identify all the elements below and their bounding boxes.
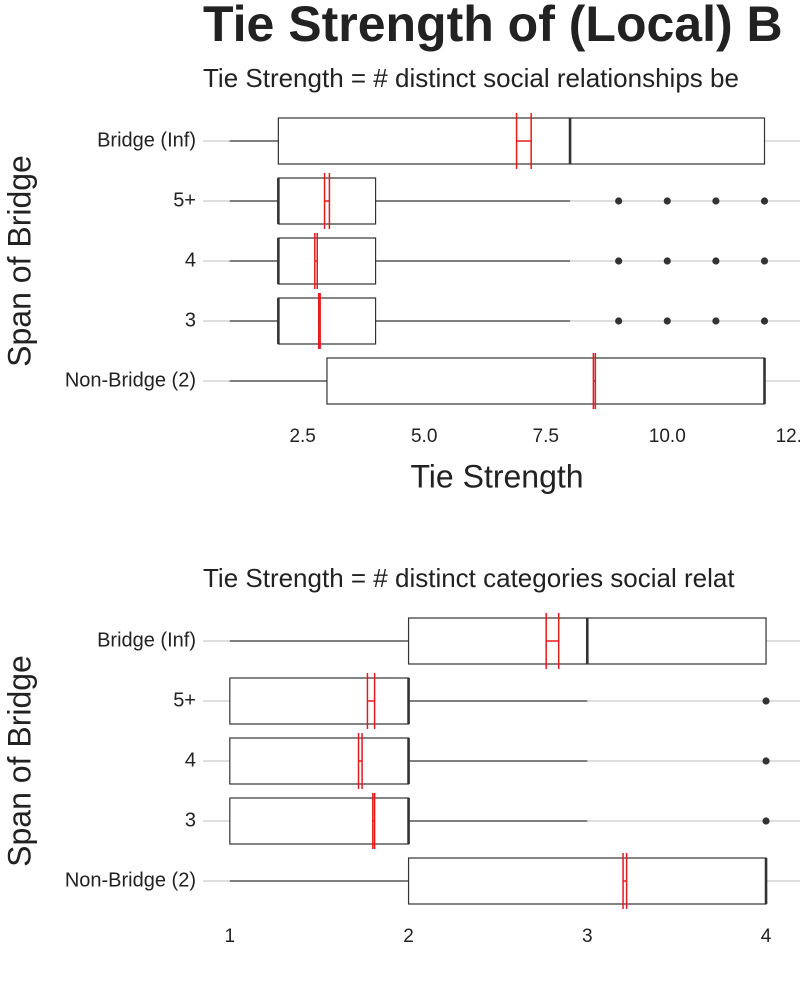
y-tick-label: 5+ bbox=[173, 689, 196, 711]
x-axis-label: Tie Strength bbox=[410, 458, 583, 494]
y-tick-label: 4 bbox=[185, 249, 196, 271]
y-tick-label: Bridge (Inf) bbox=[97, 129, 196, 151]
chart-subtitle: Tie Strength = # distinct categories soc… bbox=[203, 563, 735, 593]
box bbox=[326, 357, 766, 405]
y-tick-label: Non-Bridge (2) bbox=[65, 369, 196, 391]
y-axis-label: Span of Bridge bbox=[1, 655, 37, 867]
box bbox=[277, 237, 377, 285]
y-tick-label: Non-Bridge (2) bbox=[65, 869, 196, 891]
x-tick-label: 4 bbox=[761, 926, 772, 947]
outlier bbox=[663, 257, 671, 265]
x-tick-label: 1 bbox=[225, 926, 236, 947]
outlier bbox=[712, 197, 720, 205]
x-tick-label: 7.5 bbox=[533, 426, 559, 447]
chart-title: Tie Strength of (Local) B bbox=[203, 0, 783, 52]
outlier bbox=[762, 757, 770, 765]
outlier bbox=[615, 257, 623, 265]
outlier bbox=[762, 697, 770, 705]
y-tick-label: 5+ bbox=[173, 189, 196, 211]
outlier bbox=[663, 317, 671, 325]
x-tick-label: 2 bbox=[403, 926, 414, 947]
outlier bbox=[615, 197, 623, 205]
chart-subtitle: Tie Strength = # distinct social relatio… bbox=[203, 63, 739, 93]
y-axis-label: Span of Bridge bbox=[1, 155, 37, 367]
box bbox=[229, 737, 410, 785]
outlier bbox=[663, 197, 671, 205]
outlier bbox=[762, 817, 770, 825]
box bbox=[407, 857, 767, 905]
outlier bbox=[760, 257, 769, 265]
box bbox=[277, 297, 377, 345]
x-tick-label: 2.5 bbox=[289, 426, 315, 447]
y-tick-label: 4 bbox=[185, 749, 196, 771]
outlier bbox=[712, 257, 720, 265]
outlier bbox=[760, 317, 769, 325]
x-tick-label: 10.0 bbox=[649, 426, 686, 447]
x-tick-label: 5.0 bbox=[411, 426, 437, 447]
box bbox=[229, 677, 410, 725]
outlier bbox=[712, 317, 720, 325]
box bbox=[229, 797, 410, 845]
x-tick-label: 12. bbox=[776, 426, 800, 447]
y-tick-label: Bridge (Inf) bbox=[97, 629, 196, 651]
y-tick-label: 3 bbox=[185, 309, 196, 331]
y-tick-label: 3 bbox=[185, 809, 196, 831]
x-tick-label: 3 bbox=[582, 926, 593, 947]
outlier bbox=[615, 317, 623, 325]
outlier bbox=[760, 197, 769, 205]
